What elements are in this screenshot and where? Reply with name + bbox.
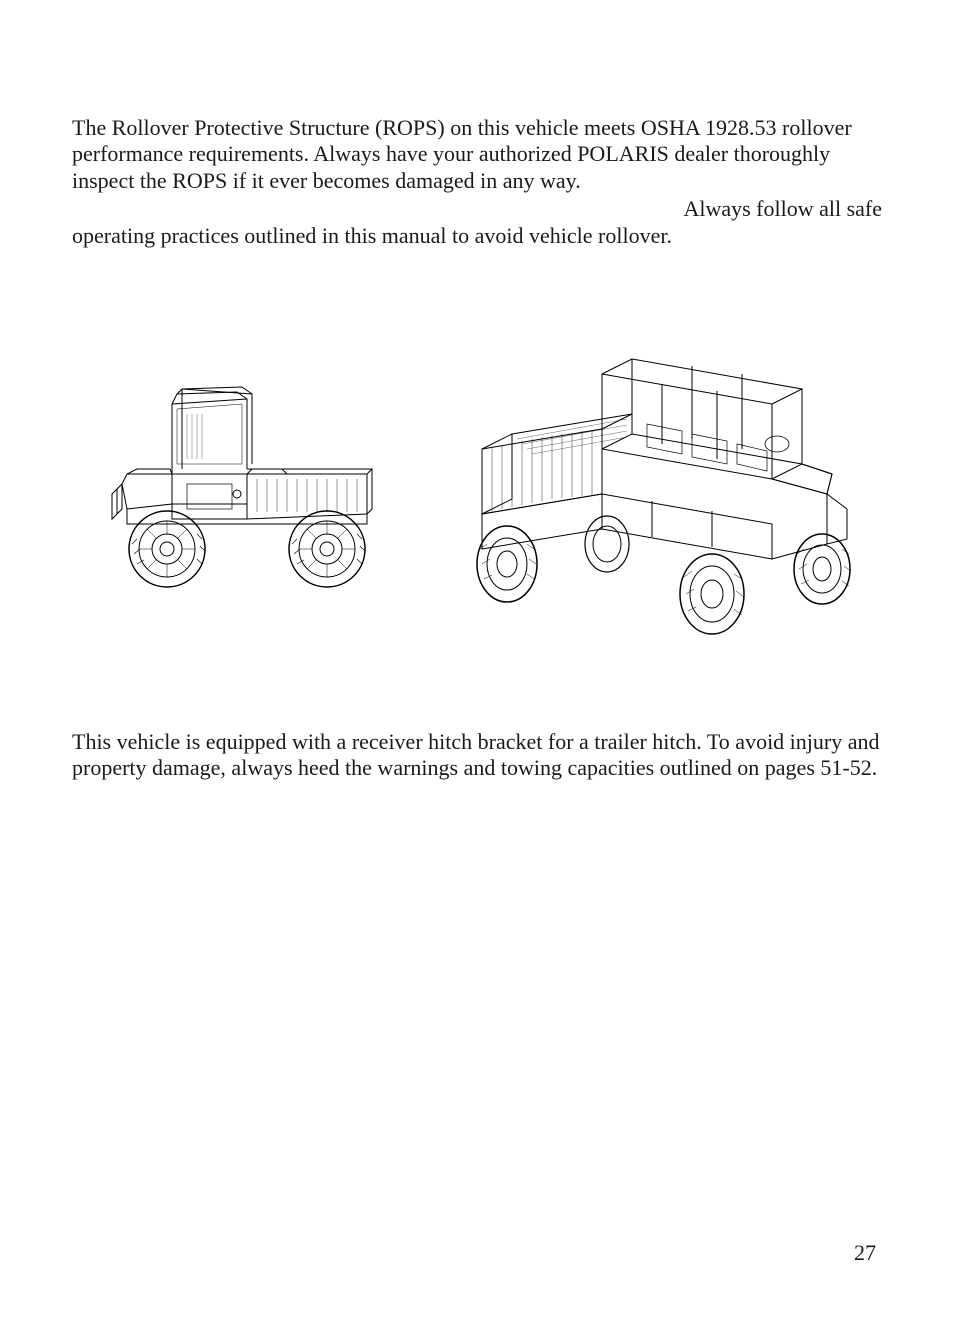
vehicle-side-view-illustration [92, 374, 412, 624]
page-number: 27 [854, 1240, 876, 1266]
vehicle-illustrations-container [72, 349, 882, 649]
paragraph-safe-operating-line2: operating practices outlined in this man… [72, 223, 672, 248]
vehicle-isometric-view-illustration [432, 349, 862, 649]
paragraph-safe-operating: Always follow all safe operating practic… [72, 196, 882, 249]
paragraph-safe-operating-line1: Always follow all safe [683, 196, 882, 221]
paragraph-rops-info: The Rollover Protective Structure (ROPS)… [72, 115, 882, 194]
paragraph-hitch-info: This vehicle is equipped with a receiver… [72, 729, 882, 782]
